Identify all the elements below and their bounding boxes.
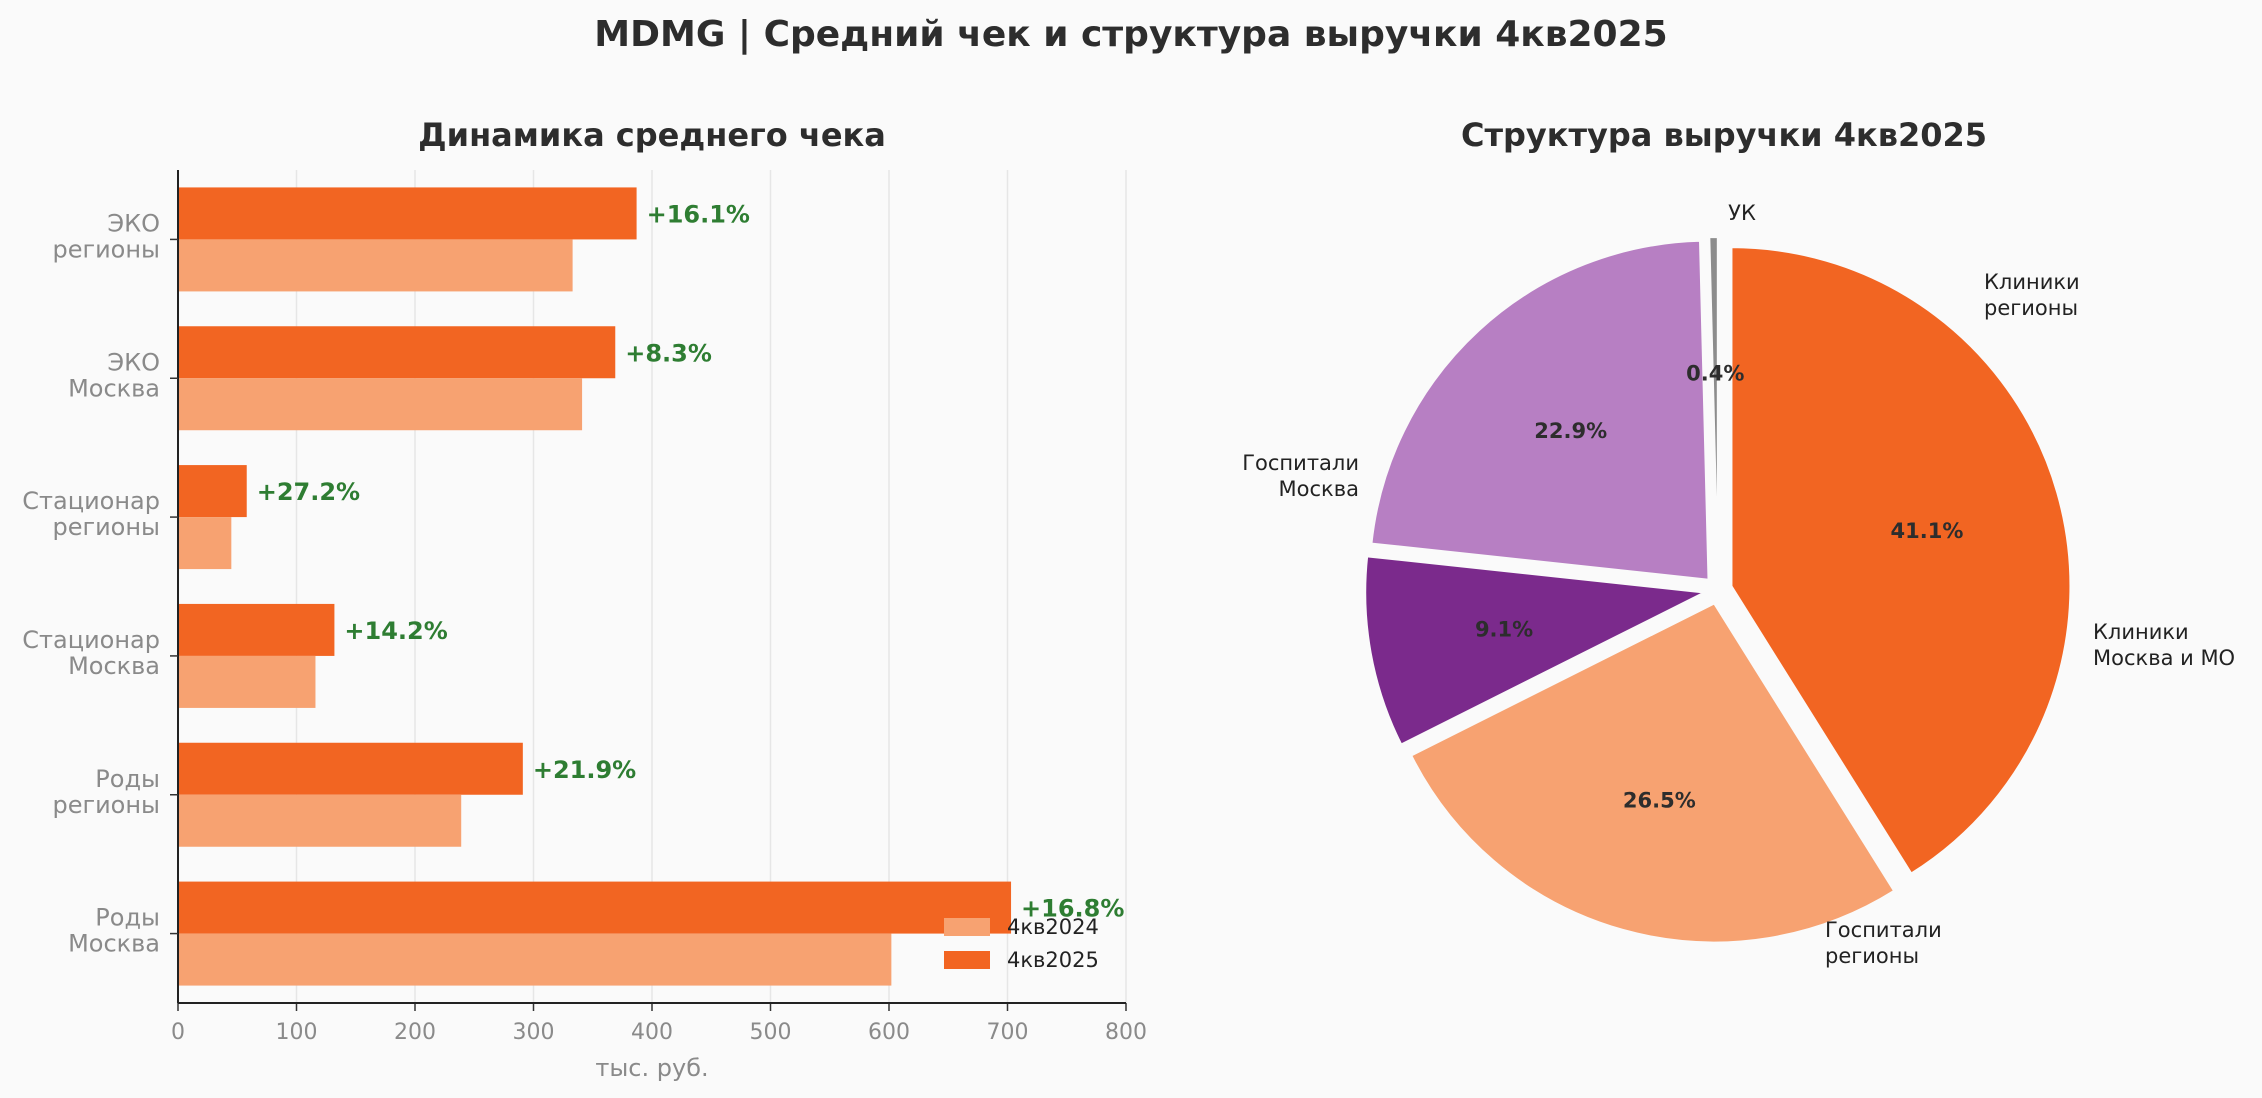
- x-tick-label: 100: [276, 1020, 318, 1045]
- legend-swatch: [944, 951, 990, 969]
- bar-axes: 0 100 200 300 400 500 600 700 800: [170, 170, 1147, 1045]
- category-label: Роды регионы: [52, 765, 160, 819]
- category-label: Роды Москва: [68, 904, 160, 958]
- category-label: ЭКО Москва: [68, 348, 160, 402]
- bar-4kv2025: [178, 326, 616, 379]
- pie-slice: [1409, 602, 1896, 944]
- bar-4kv2024: [178, 517, 232, 570]
- category-label-line: Стационар: [22, 626, 160, 654]
- bar-chart-title: Динамика среднего чека: [418, 116, 886, 154]
- bar-4kv2024: [178, 378, 583, 431]
- category-label: ЭКО регионы: [52, 209, 160, 263]
- pie-slice: [1708, 236, 1719, 577]
- category-label-line: регионы: [52, 791, 160, 819]
- bar-4kv2025: [178, 603, 335, 656]
- bar-chart-panel: Динамика среднего чека +16.1% +8.3% +27.2%…: [22, 116, 1147, 1082]
- pie-category-label: Клиники Москва и МО: [2093, 620, 2235, 670]
- bar-grid: [177, 170, 1127, 1003]
- category-label-line: Роды: [95, 765, 160, 793]
- pie-slice: [1364, 555, 1708, 746]
- category-label: Стационар Москва: [22, 626, 160, 680]
- bar-x-axis-label: тыс. руб.: [595, 1054, 708, 1082]
- pie-percent-label: 0.4%: [1686, 362, 1744, 386]
- pie-category-label: Госпитали Москва: [1242, 451, 1359, 501]
- pie-percent-label: 9.1%: [1475, 618, 1533, 642]
- x-tick-label: 800: [1105, 1020, 1147, 1045]
- bar-legend: 4кв2024 4кв2025: [944, 915, 1099, 972]
- x-tick-label: 700: [987, 1020, 1029, 1045]
- change-label: +27.2%: [257, 478, 360, 506]
- category-label-line: Москва: [68, 930, 160, 958]
- pie-percent-label: 26.5%: [1623, 788, 1696, 812]
- x-tick-label: 0: [171, 1020, 185, 1045]
- category-label-line: Роды: [95, 904, 160, 932]
- pie-category-label: Госпитали регионы: [1825, 918, 1942, 968]
- pie-category-label-line: Госпитали: [1825, 918, 1942, 942]
- pie-slice: [1730, 246, 2072, 875]
- x-tick-label: 500: [750, 1020, 792, 1045]
- pie-category-label: Клиники регионы: [1984, 270, 2080, 320]
- bar-4kv2024: [178, 933, 892, 986]
- change-label: +14.2%: [344, 617, 447, 645]
- category-label: Стационар регионы: [22, 487, 160, 541]
- pie-percent-label: 22.9%: [1534, 419, 1607, 443]
- category-label-line: регионы: [52, 235, 160, 263]
- x-tick-label: 300: [513, 1020, 555, 1045]
- bar-4kv2025: [178, 742, 523, 795]
- change-label: +21.9%: [533, 756, 636, 784]
- pie-category-label-line: Москва и МО: [2093, 646, 2235, 670]
- category-label-line: регионы: [52, 513, 160, 541]
- pie-chart-panel: Структура выручки 4кв2025 0.4% УК 22.9% Кли…: [1242, 116, 2235, 968]
- category-label-line: ЭКО: [107, 348, 160, 376]
- category-label-line: ЭКО: [107, 209, 160, 237]
- pie-category-label-line: регионы: [1984, 296, 2078, 320]
- category-label-line: Москва: [68, 652, 160, 680]
- pie-category-label-line: УК: [1728, 201, 1756, 225]
- category-label-line: Москва: [68, 374, 160, 402]
- change-label: +16.8%: [1021, 895, 1124, 923]
- category-label-line: Стационар: [22, 487, 160, 515]
- bar-4kv2024: [178, 239, 573, 292]
- pie-category-label-line: Москва: [1279, 477, 1359, 501]
- pie-category-label: УК: [1728, 201, 1756, 225]
- bar-series: +16.1% +8.3% +27.2% +14.2% +21.9% +16.8%: [178, 187, 1124, 986]
- legend-label: 4кв2024: [1007, 915, 1099, 939]
- pie-category-label-line: Клиники: [2093, 620, 2189, 644]
- pie-chart-title: Структура выручки 4кв2025: [1461, 116, 1987, 154]
- pie-category-label-line: Госпитали: [1242, 451, 1359, 475]
- change-label: +8.3%: [625, 339, 712, 367]
- pie-slice: [1370, 239, 1710, 581]
- legend-label: 4кв2025: [1007, 948, 1099, 972]
- pie-category-label-line: Клиники: [1984, 270, 2080, 294]
- bar-4kv2024: [178, 794, 462, 847]
- x-tick-label: 400: [631, 1020, 673, 1045]
- pie-percent-label: 41.1%: [1891, 519, 1964, 543]
- main-title: MDMG | Средний чек и структура выручки 4…: [594, 14, 1667, 55]
- bar-4kv2025: [178, 881, 1012, 934]
- legend-swatch: [944, 918, 990, 936]
- change-label: +16.1%: [647, 200, 750, 228]
- bar-4kv2025: [178, 187, 637, 240]
- x-tick-label: 600: [868, 1020, 910, 1045]
- bar-4kv2024: [178, 655, 316, 708]
- pie-category-label-line: регионы: [1825, 944, 1919, 968]
- pie-slices: [1364, 236, 2072, 944]
- bar-4kv2025: [178, 465, 247, 518]
- x-tick-label: 200: [394, 1020, 436, 1045]
